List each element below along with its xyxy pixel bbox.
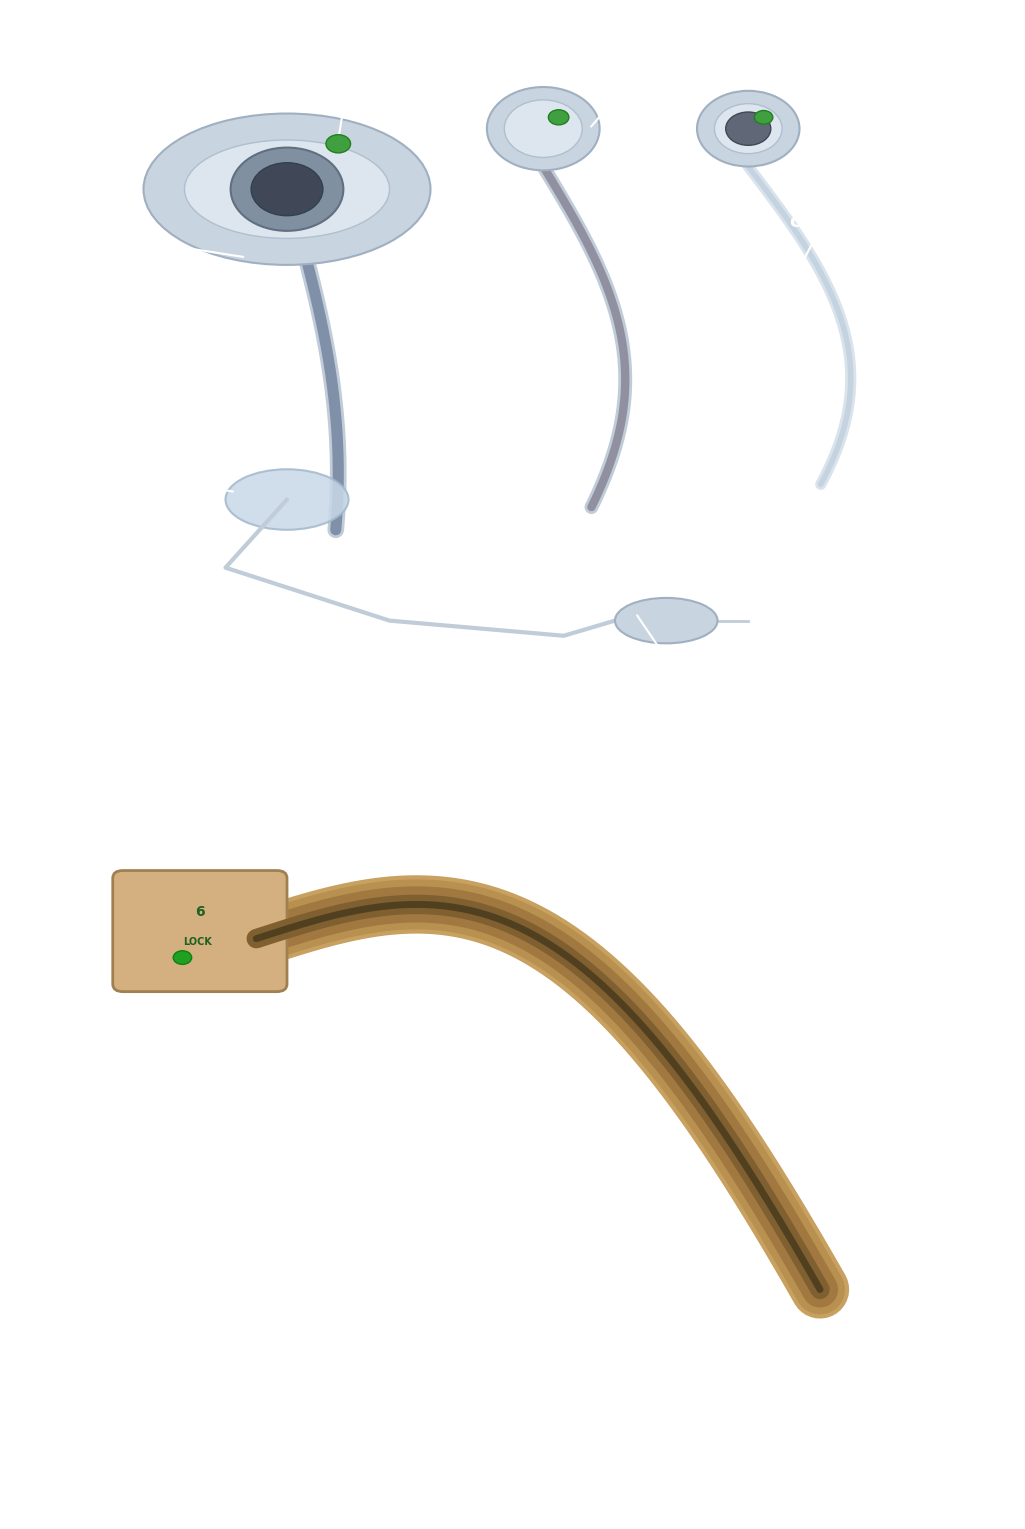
Text: Inner
cannula: Inner cannula: [789, 193, 868, 284]
Text: LOCK: LOCK: [183, 937, 212, 946]
Circle shape: [173, 951, 192, 965]
Circle shape: [231, 148, 343, 231]
Ellipse shape: [615, 598, 718, 644]
FancyBboxPatch shape: [113, 870, 287, 992]
Text: 6: 6: [195, 905, 205, 919]
Circle shape: [726, 112, 771, 145]
Circle shape: [714, 104, 782, 153]
Text: B: B: [20, 1479, 42, 1506]
Text: Size indicator: Size indicator: [287, 20, 425, 138]
Circle shape: [326, 135, 351, 153]
Circle shape: [754, 110, 773, 124]
Text: A: A: [20, 706, 42, 734]
Circle shape: [251, 162, 323, 216]
Ellipse shape: [144, 113, 430, 265]
Text: Flange: Flange: [20, 54, 172, 113]
Circle shape: [487, 87, 600, 170]
Ellipse shape: [226, 469, 348, 529]
Text: Outer
cannula: Outer cannula: [10, 208, 243, 257]
Circle shape: [548, 110, 569, 125]
Circle shape: [504, 99, 582, 157]
Text: Pilot balloon: Pilot balloon: [615, 615, 742, 685]
Ellipse shape: [184, 141, 390, 239]
Text: Cuff: Cuff: [31, 456, 233, 491]
Circle shape: [697, 90, 800, 167]
Text: Obturator: Obturator: [591, 32, 715, 127]
